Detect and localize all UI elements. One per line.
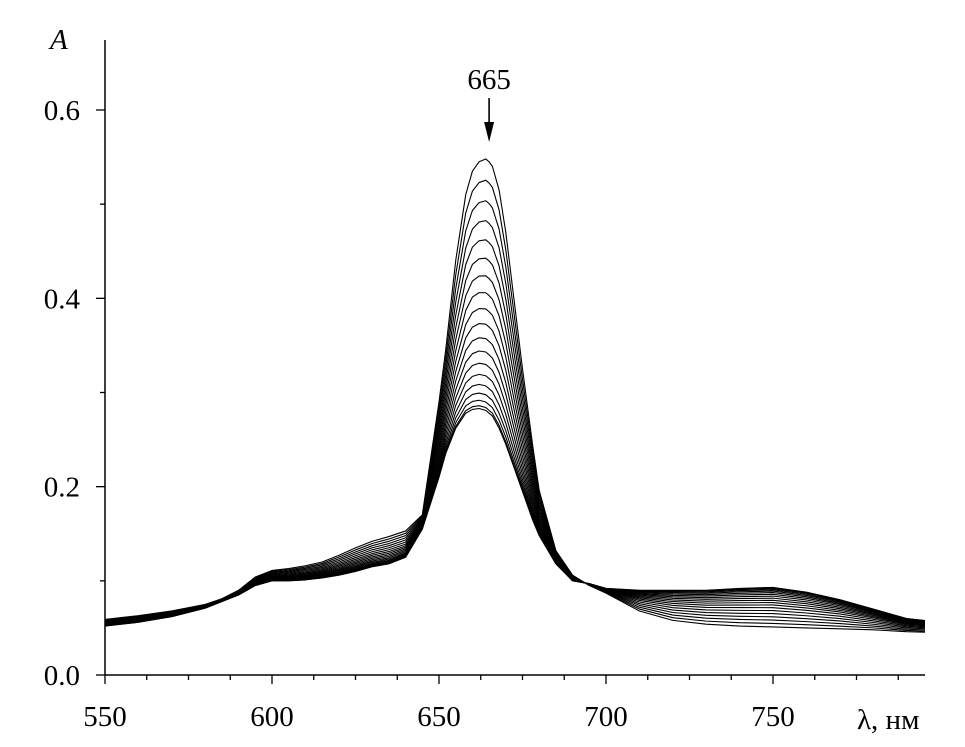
spectrum-curve-18: [105, 179, 925, 632]
spectrum-curve-19: [105, 158, 925, 633]
peak-annotation-label: 665: [467, 64, 511, 96]
y-tick-label: 0.4: [44, 283, 81, 315]
spectrum-curve-10: [105, 323, 925, 625]
spectrum-curve-15: [105, 239, 925, 629]
spectrum-curve-17: [105, 200, 925, 631]
y-tick-label: 0.6: [44, 95, 80, 127]
x-tick-label: 750: [751, 701, 795, 733]
y-tick-label: 0.0: [44, 660, 80, 692]
spectrum-curve-16: [105, 220, 925, 630]
axes: [104, 40, 925, 676]
spectrum-curves: [105, 158, 925, 633]
x-tick-label: 600: [250, 701, 294, 733]
ticks: [96, 109, 899, 684]
spectrum-curve-13: [105, 275, 925, 627]
spectrum-curve-12: [105, 292, 925, 626]
tick-labels: 550 600 650 700 750 0.0 0.2 0.4 0.6: [44, 95, 795, 733]
x-tick-label: 700: [584, 701, 628, 733]
y-axis-title: A: [48, 24, 68, 56]
x-tick-label: 650: [417, 701, 461, 733]
spectrum-curve-11: [105, 308, 925, 625]
y-tick-label: 0.2: [44, 472, 80, 504]
spectrum-curve-2: [105, 405, 925, 627]
spectrum-curve-9: [105, 337, 925, 625]
spectrum-curve-14: [105, 257, 925, 628]
x-axis-title: λ, нм: [857, 704, 919, 736]
peak-arrow-head: [484, 122, 495, 142]
spectrum-curve-6: [105, 373, 925, 626]
x-tick-label: 550: [83, 701, 127, 733]
annotations: 665: [467, 64, 511, 142]
